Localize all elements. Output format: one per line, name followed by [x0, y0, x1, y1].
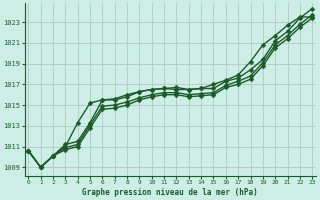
X-axis label: Graphe pression niveau de la mer (hPa): Graphe pression niveau de la mer (hPa): [83, 188, 258, 197]
